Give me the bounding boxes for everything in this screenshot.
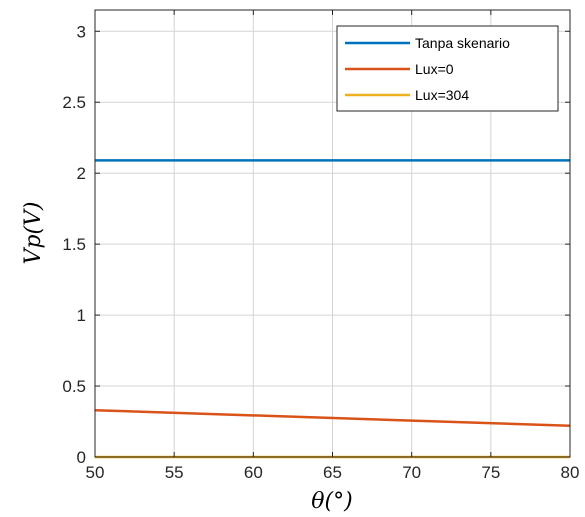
legend: Tanpa skenario Lux=0 Lux=304 bbox=[336, 25, 559, 112]
legend-label-lux-304: Lux=304 bbox=[415, 87, 469, 103]
x-axis-label: θ(°) bbox=[311, 489, 352, 514]
x-tick-label: 75 bbox=[481, 463, 500, 482]
x-tick-label: 55 bbox=[165, 463, 184, 482]
axis-ticks: 50 55 60 65 70 75 80 0 0.5 1 1.5 2 2.5 3 bbox=[62, 10, 579, 482]
x-tick-label: 50 bbox=[86, 463, 105, 482]
x-tick-label: 70 bbox=[402, 463, 421, 482]
series-line-lux-0 bbox=[94, 408, 571, 428]
y-axis-label: Vp(V) bbox=[21, 201, 46, 264]
y-tick-label: 1.5 bbox=[62, 235, 86, 254]
y-tick-label: 2.5 bbox=[62, 93, 86, 112]
y-tick-label: 3 bbox=[77, 22, 86, 41]
y-tick-label: 0 bbox=[77, 448, 86, 467]
legend-label-tanpa-skenario: Tanpa skenario bbox=[415, 35, 510, 51]
legend-label-lux-0: Lux=0 bbox=[415, 61, 454, 77]
x-tick-label: 60 bbox=[244, 463, 263, 482]
y-tick-label: 2 bbox=[77, 164, 86, 183]
x-tick-label: 65 bbox=[323, 463, 342, 482]
y-tick-label: 0.5 bbox=[62, 377, 86, 396]
x-tick-label: 80 bbox=[561, 463, 580, 482]
y-tick-label: 1 bbox=[77, 306, 86, 325]
